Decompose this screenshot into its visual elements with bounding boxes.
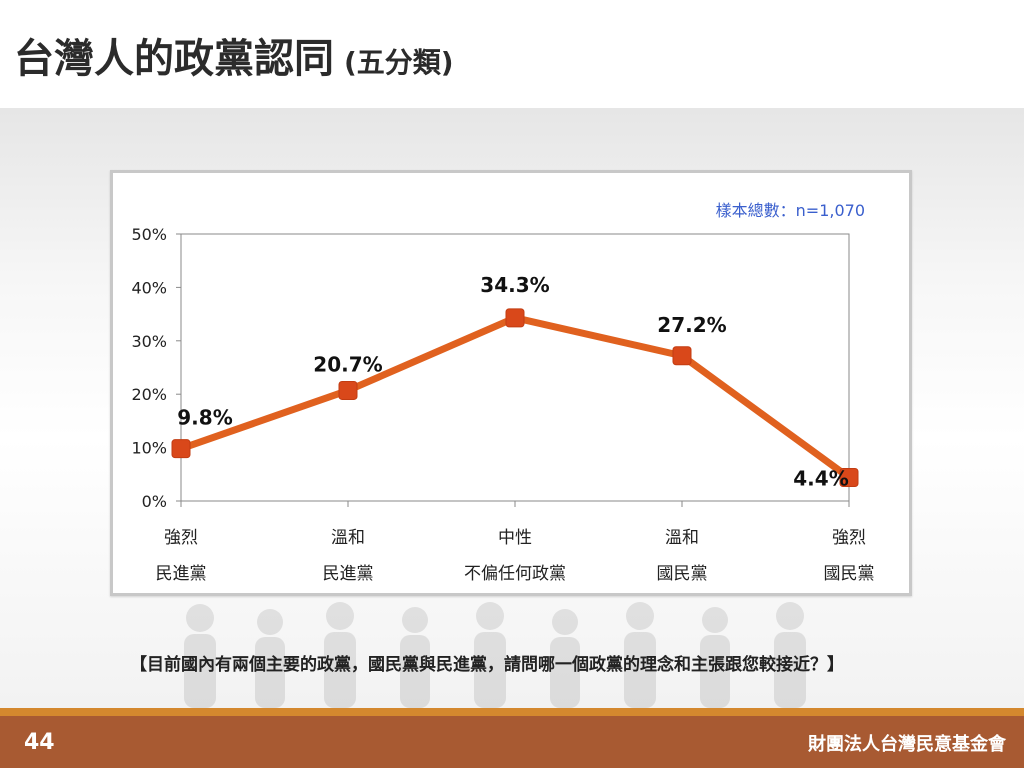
- y-tick-label: 40%: [131, 278, 167, 297]
- y-tick-label: 0%: [142, 492, 167, 511]
- x-category-label: 溫和: [665, 528, 699, 548]
- title-main: 台灣人的政黨認同: [14, 36, 334, 82]
- x-category-label: 民進黨: [156, 564, 207, 584]
- data-label: 27.2%: [657, 313, 726, 337]
- survey-question: 【目前國內有兩個主要的政黨，國民黨與民進黨，請問哪一個政黨的理念和主張跟您較接近…: [130, 655, 844, 675]
- x-category-label: 強烈: [164, 528, 198, 548]
- sample-size-note: 樣本總數：n=1,070: [715, 201, 865, 220]
- data-label: 4.4%: [793, 467, 848, 491]
- series-line: [177, 314, 853, 482]
- y-tick-label: 10%: [131, 439, 167, 458]
- data-point-marker: [672, 346, 692, 366]
- footer-bar: 44 財團法人台灣民意基金會: [0, 716, 1024, 768]
- data-point-marker: [171, 439, 191, 459]
- x-category-label: 強烈: [832, 528, 866, 548]
- data-point-marker: [505, 308, 525, 328]
- y-tick-label: 50%: [131, 225, 167, 244]
- data-label: 9.8%: [177, 406, 232, 430]
- data-point-marker: [338, 380, 358, 400]
- x-category-label: 國民黨: [657, 564, 708, 584]
- x-category-label: 中性: [498, 528, 532, 548]
- x-category-label: 溫和: [331, 528, 365, 548]
- page-title: 台灣人的政黨認同 (五分類): [14, 26, 454, 84]
- y-tick-label: 30%: [131, 332, 167, 351]
- data-label: 20.7%: [313, 352, 382, 376]
- page-number: 44: [24, 730, 55, 755]
- x-category-label: 不偏任何政黨: [464, 564, 566, 584]
- crowd-silhouette-decoration: [184, 602, 806, 708]
- footer-accent-line: [0, 708, 1024, 716]
- chart-frame: 樣本總數：n=1,070 0% 10% 20% 30% 40% 50% 強烈民進黨 溫和民進黨…: [110, 170, 912, 596]
- x-category-label: 民進黨: [323, 564, 374, 584]
- title-bar: 台灣人的政黨認同 (五分類): [0, 0, 1024, 108]
- data-point-marker: [839, 468, 859, 488]
- x-category-label: 國民黨: [824, 564, 875, 584]
- organization-name: 財團法人台灣民意基金會: [808, 734, 1006, 755]
- data-label: 34.3%: [480, 273, 549, 297]
- title-subtitle: (五分類): [344, 46, 454, 79]
- y-tick-label: 20%: [131, 385, 167, 404]
